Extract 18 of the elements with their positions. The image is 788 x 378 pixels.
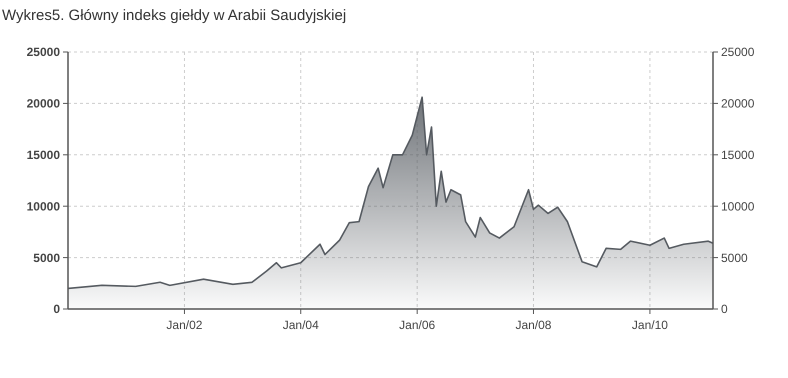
y-tick-label: 20000 [26, 96, 60, 111]
y2-tick-label: 20000 [721, 96, 755, 111]
y2-tick-label: 5000 [721, 250, 748, 265]
x-tick-label: Jan/06 [399, 318, 436, 332]
x-tick-label: Jan/10 [632, 318, 668, 332]
y2-tick-label: 25000 [721, 45, 755, 60]
x-tick-label: Jan/02 [166, 318, 203, 332]
x-tick-label: Jan/08 [515, 318, 552, 332]
y-tick-label: 10000 [26, 199, 60, 214]
y2-tick-label: 15000 [721, 148, 755, 162]
y-tick-label: 15000 [26, 148, 60, 162]
x-tick-label: Jan/04 [282, 318, 320, 332]
chart-title: Wykres5. Główny indeks giełdy w Arabii Saudyjskiej [2, 7, 346, 24]
y-tick-label: 5000 [33, 250, 60, 265]
y-tick-label: 25000 [26, 45, 60, 60]
y2-tick-label: 0 [721, 302, 728, 316]
y-tick-label: 0 [53, 302, 60, 316]
y2-tick-label: 10000 [721, 199, 755, 214]
